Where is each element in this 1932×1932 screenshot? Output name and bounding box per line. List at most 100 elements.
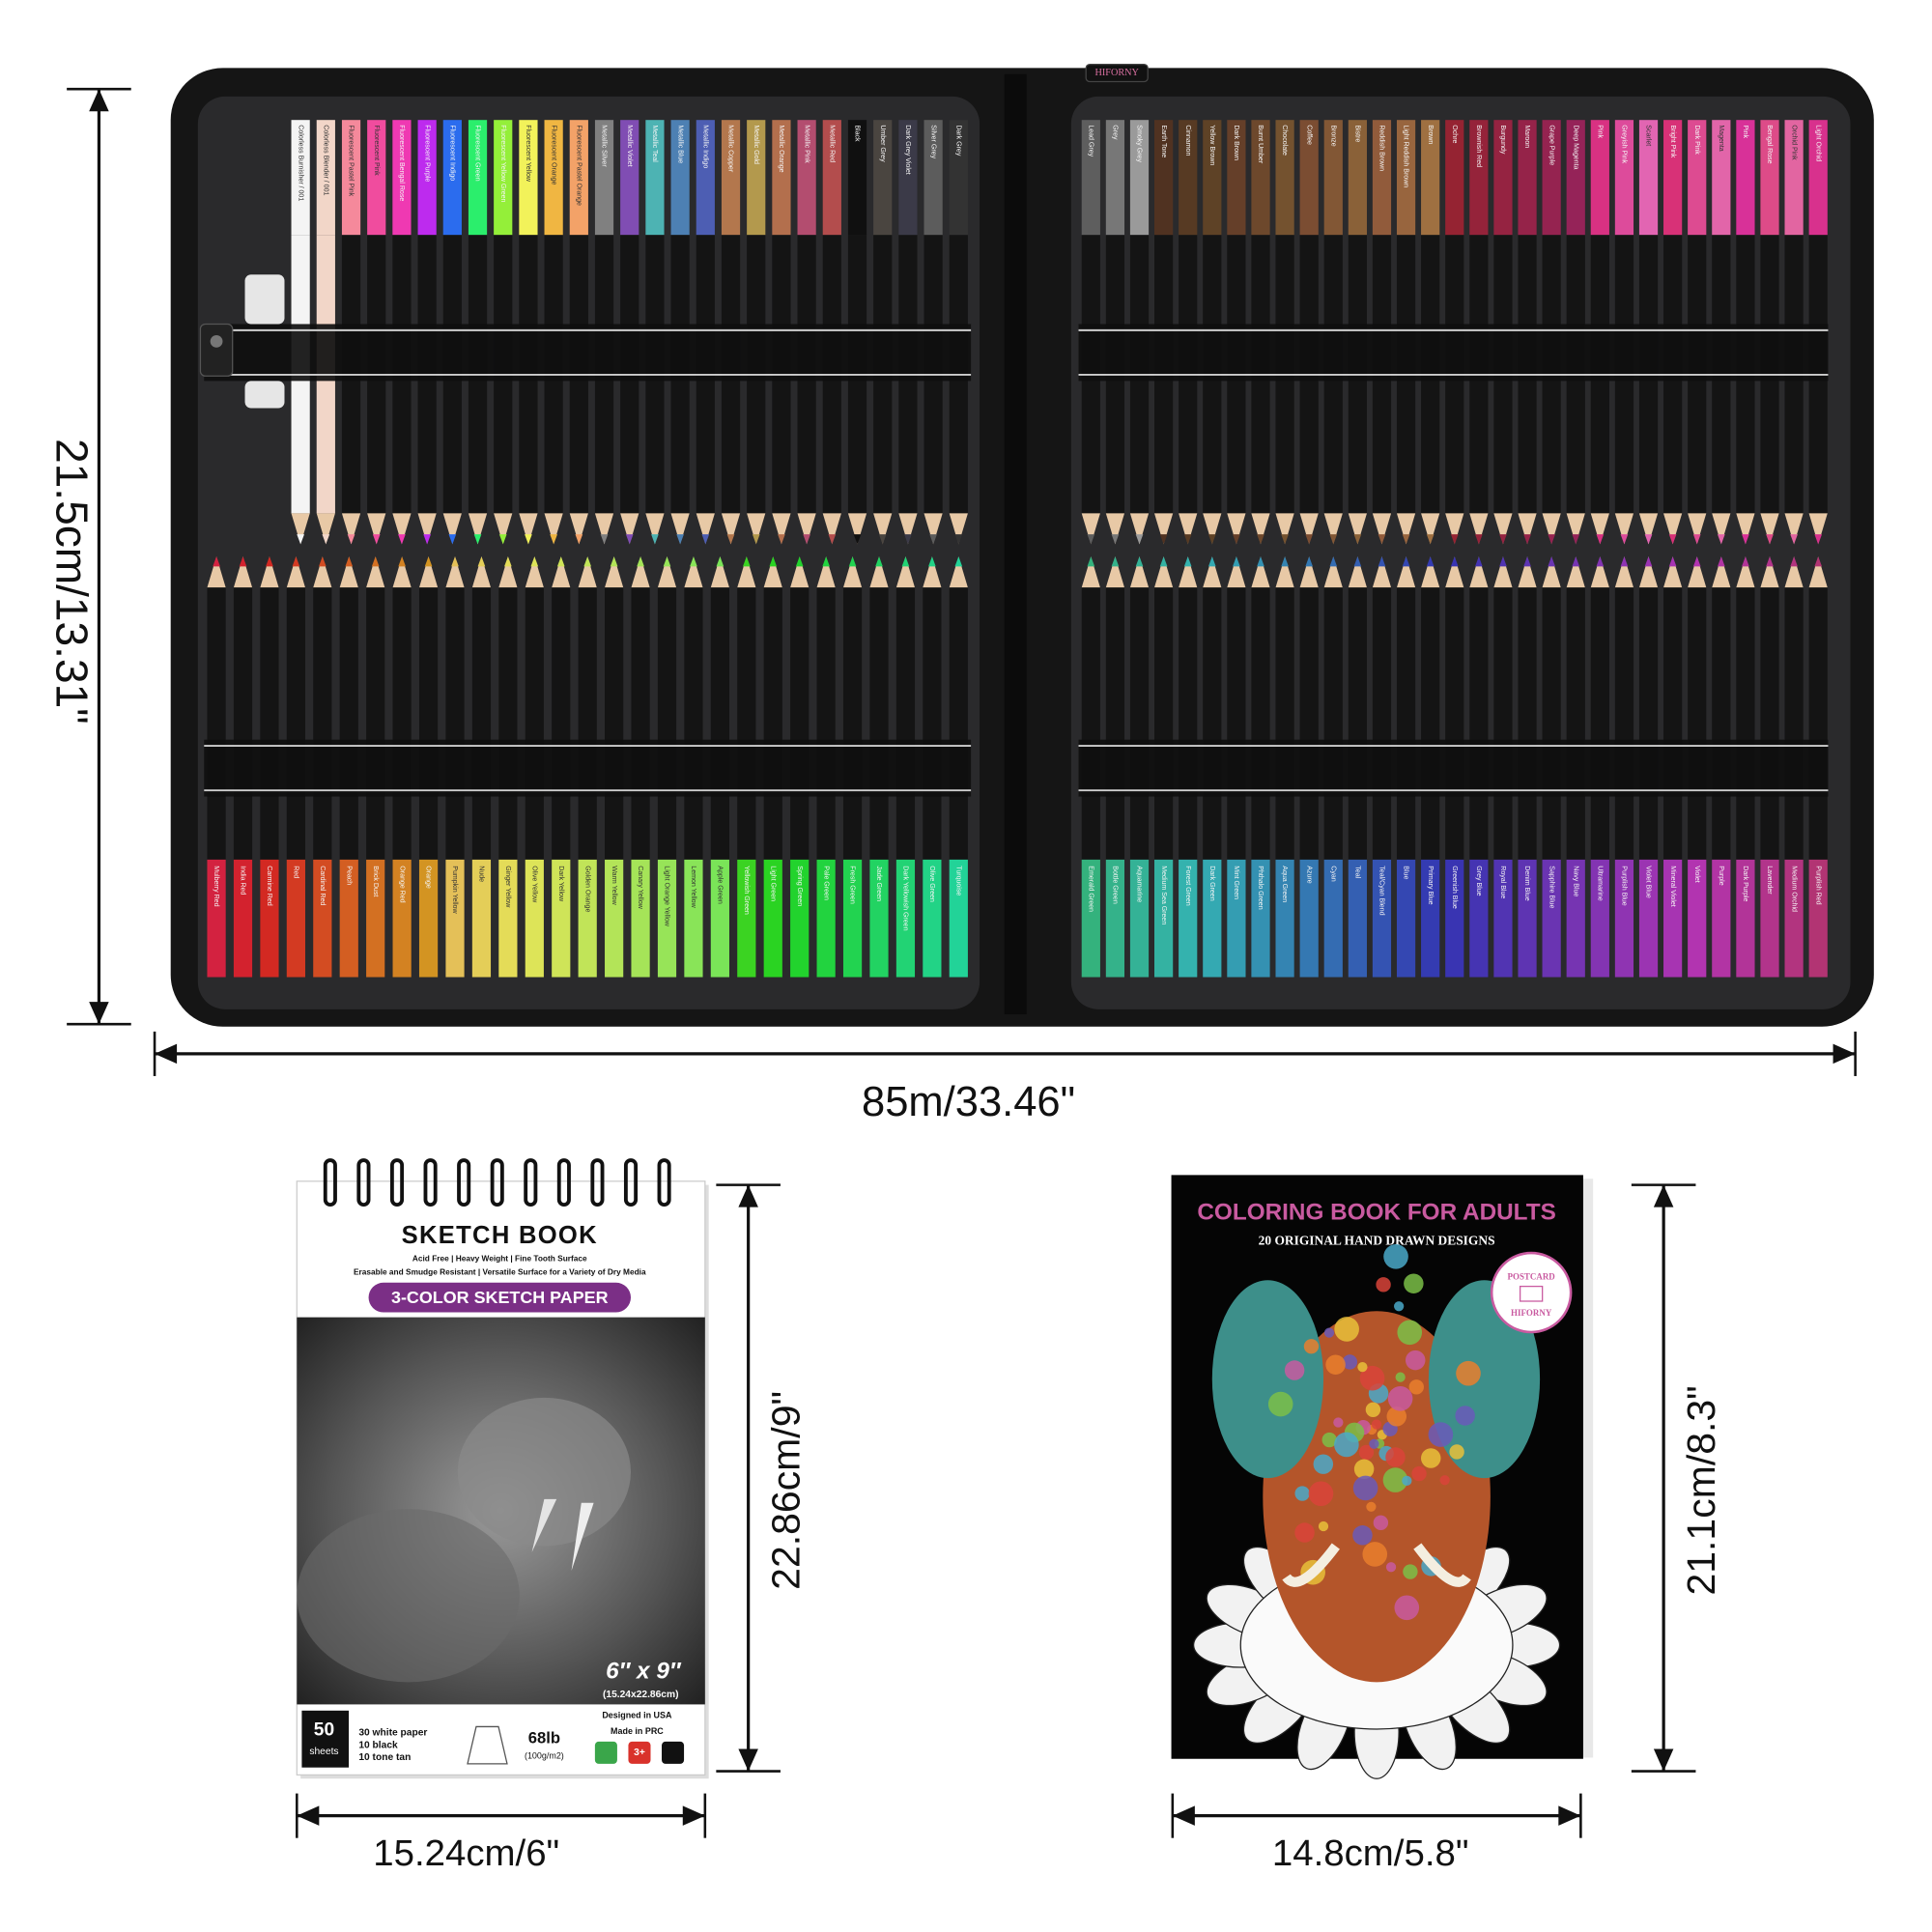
pencil-cap [605,859,624,978]
pencil-body [949,587,968,860]
pencil-cap [1227,859,1246,978]
pencil-body [605,587,624,860]
pencil-lead [928,556,936,567]
pencil-lead [1499,534,1507,545]
pencil-cap [1542,859,1561,978]
pencil-wood [1445,556,1464,588]
pencil-cap [869,859,889,978]
pencil-name: Dark Purple [1742,866,1748,901]
paper-weight-metric: (100g/m2) [525,1751,564,1761]
elephant-pattern [1359,1365,1385,1391]
pencil-name: Burgundy [1499,125,1506,155]
pencil-name: Primary Blue [1427,866,1434,904]
pencil-lead [1620,534,1629,545]
sketch-title: SKETCH BOOK [402,1222,598,1249]
pencil-lead [1378,534,1386,545]
pencil-cap [1203,859,1222,978]
pencil-lead [1183,534,1192,545]
pencil-lead [213,556,220,567]
pencil-wood [1227,556,1246,588]
pencil-lead [1426,534,1435,545]
pencil-name: Dark Brown [1233,125,1239,160]
elephant-pattern [1362,1542,1388,1567]
pencil-cap [417,120,437,236]
spiral-ring [556,1158,571,1208]
pencil-lead [1208,556,1216,567]
pencil-cap [1348,859,1367,978]
pencil-wood [1760,556,1779,588]
pencil-lead [752,534,760,545]
pencil-lead [292,556,300,567]
pencil-cap [1712,859,1731,978]
pencil-name: Orchid Pink [1790,125,1797,160]
pencil-name: Greyish Pink [1621,125,1628,163]
pencil-cap [1518,859,1537,978]
pencil-lead [610,556,618,567]
pencil-name: Fluorescent Pastel Orange [575,125,582,206]
pencil-lead [1766,534,1774,545]
sketch-features: Acid Free | Heavy Weight | Fine Tooth Su… [412,1254,587,1264]
arrow-head [1653,1184,1674,1208]
pencil-name: Red [293,866,299,878]
pencil-lead [1208,534,1216,545]
pencil-cap [286,859,305,978]
pencil-name: Metallic Orange [778,125,784,172]
pencil-body [286,587,305,860]
pencil-cap [1688,859,1707,978]
pencil-cap [1251,859,1270,978]
arrow-head [89,1002,109,1025]
elephant-pattern [1284,1360,1305,1380]
pencil-lead [1596,556,1605,567]
paper-info: 10 tone tan [358,1752,411,1763]
pencil-wood [1372,513,1392,545]
eraser [244,381,285,409]
pencil-wood [1081,513,1100,545]
pencil-wood [1566,513,1585,545]
pencil-name: Smoky Grey [1136,125,1143,162]
pencil-wood [1129,513,1150,545]
pencil-wood [1154,513,1174,545]
pencil-name: Fresh Green [849,866,856,904]
pencil-cap [923,120,943,236]
pencil-wood [525,556,544,588]
pencil-body [869,587,889,860]
pencil-name: Purplish Blue [1621,866,1628,906]
pencil-wood [1421,513,1440,545]
coloring-title: COLORING BOOK FOR ADULTS [1197,1200,1555,1226]
pencil-lead [550,534,557,545]
elephant-pattern [1333,1417,1344,1428]
pencil-body [525,587,544,860]
pencil-name: Yellowish Green [743,866,750,915]
spiral-ring [389,1158,405,1208]
height-label: 21.5cm/13.31" [46,439,97,724]
pencil-name: Fluorescent Pink [373,125,380,176]
pencil-lead [297,534,304,545]
pencil-wood [1590,513,1609,545]
pencil-cap [1105,859,1125,978]
pencil-wood [1421,556,1440,588]
pencil-name: Jade Green [875,866,882,901]
pencil-name: Metallic Violet [626,125,633,166]
elephant-pattern [1369,1438,1379,1449]
pencil-cap [1614,859,1634,978]
pencil-name: Light Green [769,866,776,901]
pencil-lead [1814,534,1823,545]
pencil-lead [1692,534,1701,545]
pencil-cap [1663,120,1683,236]
eraser [244,274,285,325]
pencil-name: Grape Purple [1548,125,1554,165]
pencil-cap [1614,120,1634,236]
pencil-cap [525,859,544,978]
pencil-wood [313,556,332,588]
elephant-pattern [1403,1564,1418,1579]
pencil-wood [898,513,918,545]
pencil-lead [1717,556,1725,567]
pencil-lead [583,556,592,567]
pencil-wood [620,513,639,545]
pencil-name: Mulberry Red [213,866,219,906]
pencil-body [1542,587,1561,860]
pencil-name: Dark Grey Violet [904,125,911,174]
pencil-cap [1251,120,1270,236]
elephant-pattern [1352,1475,1378,1501]
pencil-lead [530,556,539,567]
